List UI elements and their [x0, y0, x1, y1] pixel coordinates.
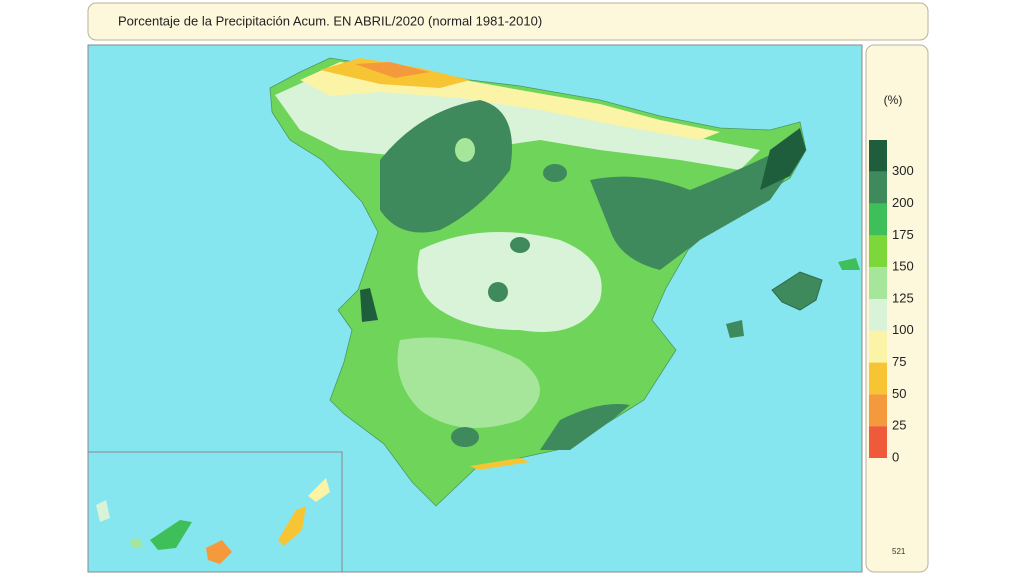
legend-label: 125	[892, 290, 914, 305]
legend-label: 50	[892, 386, 906, 401]
north-red	[355, 62, 430, 78]
title: Porcentaje de la Precipitación Acum. EN …	[118, 13, 542, 28]
legend: 300 200 175 150 125 100 75 50 25 0	[869, 140, 914, 464]
south-coast-orange	[470, 458, 530, 470]
legend-swatch	[869, 299, 887, 331]
dark-west	[360, 288, 378, 322]
legend-label: 75	[892, 354, 906, 369]
island	[278, 506, 306, 546]
legend-swatch	[869, 426, 887, 458]
canary-inset	[88, 451, 343, 572]
legend-swatch	[869, 362, 887, 395]
legend-label: 175	[892, 227, 914, 242]
legend-label: 0	[892, 449, 899, 464]
map-code: 521	[892, 547, 906, 556]
island	[130, 538, 142, 548]
legend-label: 150	[892, 259, 914, 274]
island	[206, 540, 232, 564]
dark-southeast	[540, 404, 630, 450]
island	[308, 478, 330, 502]
dark-east	[590, 130, 805, 270]
inset-frame	[88, 451, 343, 572]
menorca	[838, 258, 860, 270]
dark-castilla	[380, 100, 512, 233]
legend-label: 100	[892, 322, 914, 337]
legend-swatch	[869, 140, 887, 172]
island	[96, 500, 110, 522]
pale-south	[397, 337, 540, 428]
legend-swatch	[869, 267, 887, 299]
legend-swatch	[869, 203, 887, 236]
legend-swatch	[869, 171, 887, 204]
blob	[455, 138, 475, 162]
legend-label: 25	[892, 418, 906, 433]
legend-label: 200	[892, 195, 914, 210]
title-box	[87, 2, 929, 41]
blob	[451, 427, 479, 447]
blob	[488, 282, 508, 302]
legend-swatch	[869, 330, 887, 363]
island	[150, 520, 192, 550]
blob	[543, 164, 567, 182]
legend-swatch	[869, 235, 887, 268]
darkest-catalonia	[760, 128, 806, 190]
legend-unit: (%)	[884, 93, 903, 107]
blob	[510, 237, 530, 253]
legend-swatch	[869, 394, 887, 427]
mallorca	[771, 271, 823, 311]
map	[269, 57, 860, 507]
legend-label: 300	[892, 163, 914, 178]
ibiza	[726, 320, 744, 338]
pale-center	[417, 232, 602, 332]
